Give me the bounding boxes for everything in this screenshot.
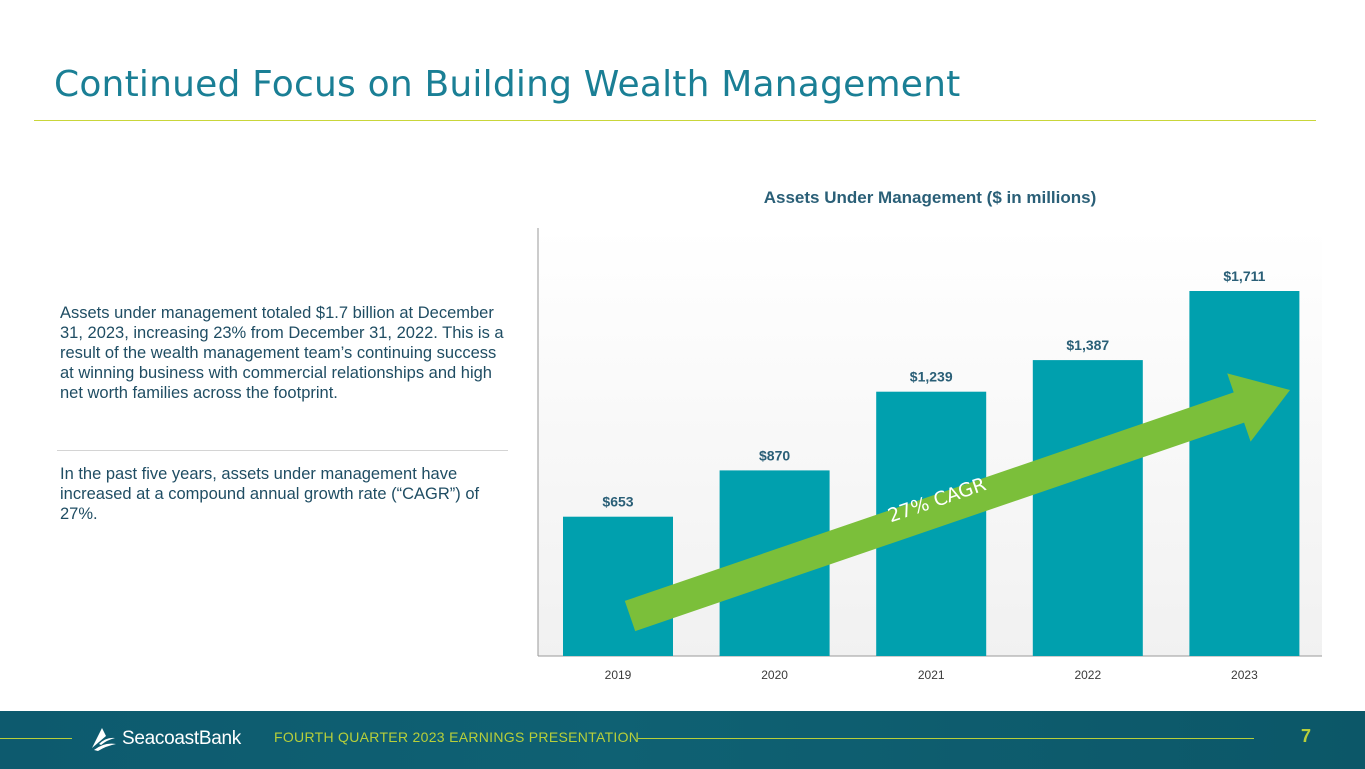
x-tick-label-2021: 2021 [918, 668, 945, 682]
x-tick-label-2022: 2022 [1074, 668, 1101, 682]
page-number: 7 [1300, 726, 1311, 746]
value-label-2019: $653 [602, 494, 633, 510]
footer-bar: SeacoastBank FOURTH QUARTER 2023 EARNING… [0, 711, 1365, 769]
summary-paragraph: Assets under management totaled $1.7 bil… [60, 304, 504, 402]
chart-title: Assets Under Management ($ in millions) [763, 188, 1097, 207]
bar-2019 [563, 516, 673, 656]
seacoast-wave-icon [92, 728, 116, 751]
paragraph-divider [57, 450, 508, 451]
cagr-paragraph: In the past five years, assets under man… [60, 465, 480, 523]
x-tick-label-2020: 2020 [761, 668, 788, 682]
aum-bar-chart: $653 $870 $1,239 $1,387 $1,711 2019 2020 2021 2… [537, 228, 1322, 682]
title-underline [34, 120, 1316, 121]
value-label-2021: $1,239 [910, 369, 953, 385]
value-label-2020: $870 [759, 447, 790, 463]
value-label-2022: $1,387 [1066, 337, 1109, 353]
footer-left-line [0, 738, 72, 739]
x-tick-label-2019: 2019 [605, 668, 632, 682]
footer-label: FOURTH QUARTER 2023 EARNINGS PRESENTATIO… [274, 729, 640, 745]
bar-2022 [1032, 360, 1143, 656]
bar-2023 [1189, 291, 1300, 656]
page-title: Continued Focus on Building Wealth Manag… [54, 64, 961, 105]
footer-right-line [638, 738, 1254, 739]
logo-text: SeacoastBank [122, 728, 241, 749]
cagr-arrow-icon [624, 373, 1290, 632]
x-tick-label-2023: 2023 [1231, 668, 1258, 682]
seacoast-logo: SeacoastBank [90, 724, 241, 754]
value-label-2023: $1,711 [1223, 268, 1265, 284]
